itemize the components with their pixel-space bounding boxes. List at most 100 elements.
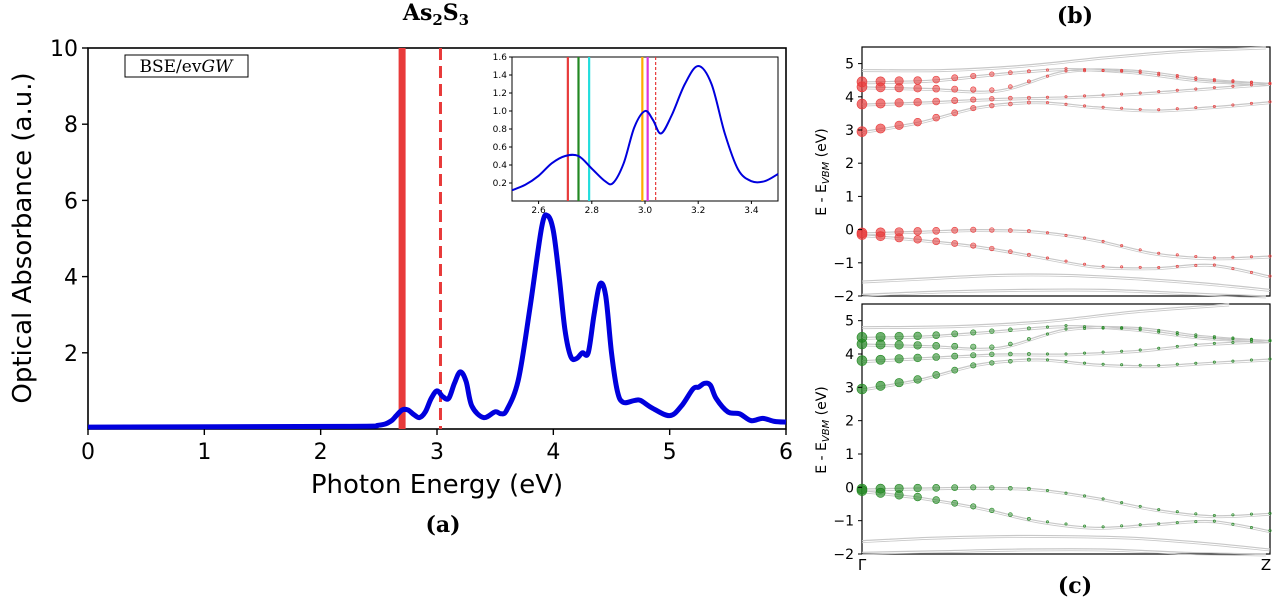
bands-b-weight-dot bbox=[1045, 74, 1049, 78]
bands-c-weight-dot bbox=[970, 329, 977, 336]
bands-b-weight-dot bbox=[1175, 264, 1179, 268]
bands-b-weight-dot bbox=[1249, 255, 1253, 259]
bands-b-weight-dot bbox=[1064, 259, 1068, 263]
bands-b-weight-dot bbox=[951, 85, 959, 93]
bands-b-y-tick-label: −2 bbox=[833, 289, 854, 305]
bands-b-weight-dot bbox=[1027, 95, 1031, 100]
bands-b-weight-dot bbox=[1157, 90, 1161, 94]
bands-b-weight-dot bbox=[1175, 253, 1179, 257]
bands-c-weight-dot bbox=[856, 338, 868, 350]
bands-b-weight-dot bbox=[913, 84, 922, 93]
bands-b-y-tick-label: 0 bbox=[845, 223, 854, 239]
bands-b-weight-dot bbox=[913, 235, 922, 244]
bands-b-weight-dot bbox=[970, 105, 977, 112]
bands-b-weight-dot bbox=[913, 117, 922, 127]
bands-b-weight-dot bbox=[1212, 105, 1216, 109]
band-c-z-label: Z bbox=[1261, 556, 1271, 574]
bands-b-weight-dot bbox=[913, 98, 922, 107]
bands-b-weight-dot bbox=[1231, 255, 1235, 259]
bands-b-weight-dot bbox=[1175, 107, 1179, 111]
main-y-tick-label: 8 bbox=[64, 113, 78, 138]
inset-y-tick-label: 0.6 bbox=[493, 143, 508, 153]
bands-c-band-line bbox=[861, 325, 1271, 349]
bands-c-weight-dot bbox=[932, 353, 940, 361]
bands-c-weight-dot bbox=[856, 485, 868, 496]
bands-b-weight-dot bbox=[1101, 69, 1105, 73]
bands-b-band-line-pair bbox=[861, 103, 1271, 135]
bands-b-weight-dot bbox=[856, 98, 868, 110]
band-c-y-ticks: −2 −1 0 1 2 3 4 5 bbox=[833, 314, 862, 563]
bands-b-weight-dot bbox=[1083, 94, 1087, 98]
bands-c-weight-dot bbox=[1064, 327, 1068, 331]
bands-b-weight-dot bbox=[932, 227, 940, 235]
bands-c-weight-dot bbox=[989, 328, 995, 334]
bands-b-weight-dot bbox=[1083, 262, 1087, 266]
bands-c-weight-dot bbox=[1231, 359, 1235, 363]
bands-b-weight-dot bbox=[1027, 69, 1031, 74]
main-absorbance-plot: 0 1 2 3 4 5 6 2 4 6 8 10 Photon Energy (eV) Optica… bbox=[8, 37, 793, 500]
bands-b-weight-dot bbox=[1101, 93, 1105, 97]
bands-c-weight-dot bbox=[951, 366, 959, 374]
bands-c-weight-dot bbox=[1212, 514, 1216, 518]
bands-c-weight-dot bbox=[1083, 351, 1087, 355]
bands-b-weight-dot bbox=[1249, 270, 1253, 274]
inset-x-tick-label: 3.2 bbox=[691, 206, 705, 216]
bands-b-weight-dot bbox=[1027, 229, 1031, 233]
bands-c-weight-dot bbox=[989, 507, 995, 514]
bands-c-weight-dot bbox=[1027, 516, 1031, 521]
bands-b-weight-dot bbox=[1138, 248, 1142, 252]
bands-b-band-line bbox=[861, 288, 1266, 297]
inset-x-tick-label: 2.8 bbox=[585, 206, 600, 216]
bands-b-weight-dot bbox=[951, 240, 959, 247]
bands-c-weight-dot bbox=[1268, 357, 1272, 361]
bands-b-weight-dot bbox=[932, 237, 940, 246]
bands-b-band-line-pair bbox=[861, 85, 1271, 107]
bands-c-weight-dot bbox=[1194, 520, 1198, 524]
bands-c-weight-dot bbox=[1045, 325, 1049, 329]
main-x-ticks: 0 1 2 3 4 5 6 bbox=[81, 429, 793, 465]
bands-b-band-line bbox=[861, 82, 1271, 105]
inset-y-tick-label: 0.8 bbox=[493, 125, 508, 135]
bands-c-weight-dot bbox=[894, 378, 904, 388]
bands-b-band-line-pair bbox=[861, 275, 1271, 292]
bands-b-weight-dot bbox=[856, 229, 868, 240]
bands-b-weight-dot bbox=[1268, 100, 1272, 104]
bands-c-weight-dot bbox=[1027, 337, 1031, 341]
bands-c-weight-dot bbox=[1083, 524, 1087, 528]
bands-c-weight-dot bbox=[894, 331, 904, 341]
bands-b-weight-dot bbox=[1008, 228, 1013, 233]
main-x-tick-label: 6 bbox=[779, 440, 793, 465]
bands-b-y-tick-label: 4 bbox=[845, 90, 854, 106]
bands-c-weight-dot bbox=[1212, 360, 1216, 364]
bands-c-band-line-pair bbox=[861, 328, 1271, 351]
bands-b-weight-dot bbox=[1138, 107, 1142, 111]
main-x-tick-label: 0 bbox=[81, 440, 95, 465]
inset-x-tick-label: 3.0 bbox=[638, 206, 653, 216]
bands-b-weight-dot bbox=[1212, 77, 1216, 81]
bands-b-band-line bbox=[861, 68, 1271, 92]
bands-b-y-tick-label: 1 bbox=[845, 189, 854, 205]
bands-b-y-tick-label: −1 bbox=[833, 256, 854, 272]
bands-c-band-line-pair bbox=[861, 342, 1271, 364]
main-y-ticks: 2 4 6 8 10 bbox=[50, 37, 88, 367]
bands-c-weight-dot bbox=[1083, 494, 1087, 498]
bands-b-weight-dot bbox=[1194, 87, 1198, 91]
main-y-tick-label: 4 bbox=[64, 266, 78, 291]
bands-c-weight-dot bbox=[951, 352, 959, 360]
bands-b-weight-dot bbox=[1101, 239, 1105, 243]
bands-c-weight-dot bbox=[1268, 529, 1272, 533]
band-b-y-axis-label: E - EVBM (eV) bbox=[814, 128, 832, 216]
bands-b-weight-dot bbox=[1064, 233, 1068, 237]
main-x-tick-label: 2 bbox=[314, 440, 328, 465]
main-x-tick-label: 3 bbox=[430, 440, 444, 465]
bands-b-weight-dot bbox=[1157, 265, 1161, 269]
main-y-tick-label: 10 bbox=[50, 37, 78, 62]
bands-b-weight-dot bbox=[1064, 95, 1068, 99]
bands-c-band-line-pair bbox=[861, 537, 1271, 552]
bands-c-weight-dot bbox=[1157, 508, 1161, 512]
bands-c-y-tick-label: 0 bbox=[845, 480, 854, 496]
bands-b-weight-dot bbox=[856, 126, 868, 137]
bands-c-weight-dot bbox=[989, 485, 995, 491]
inset-frame bbox=[511, 56, 779, 202]
bands-c-weight-dot bbox=[1212, 519, 1216, 523]
